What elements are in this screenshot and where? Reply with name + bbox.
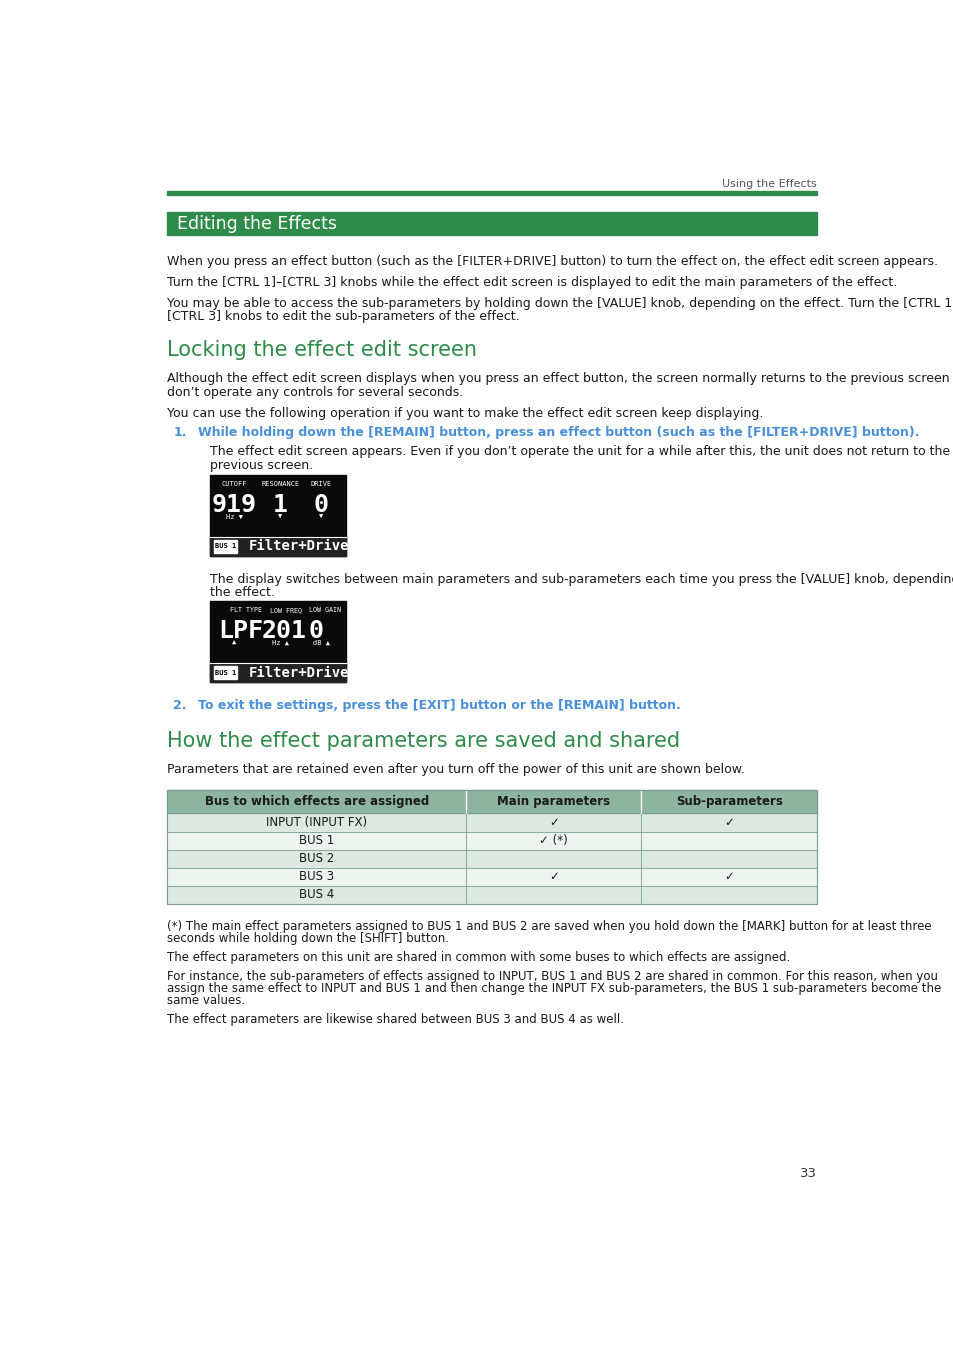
Text: LOW FREQ: LOW FREQ xyxy=(270,608,301,613)
Text: ✓: ✓ xyxy=(723,871,733,883)
Text: INPUT (INPUT FX): INPUT (INPUT FX) xyxy=(266,815,367,829)
Text: Although the effect edit screen displays when you press an effect button, the sc: Although the effect edit screen displays… xyxy=(167,373,953,385)
Text: ✓: ✓ xyxy=(548,871,558,883)
Text: Using the Effects: Using the Effects xyxy=(721,180,816,189)
Text: 1: 1 xyxy=(273,493,288,517)
Text: Hz ▲: Hz ▲ xyxy=(272,640,289,647)
Text: 0: 0 xyxy=(314,493,328,517)
Text: 1.: 1. xyxy=(173,425,187,439)
Bar xyxy=(167,790,816,905)
Text: The effect parameters on this unit are shared in common with some buses to which: The effect parameters on this unit are s… xyxy=(167,952,790,964)
Text: Locking the effect edit screen: Locking the effect edit screen xyxy=(167,340,476,360)
Text: ▼: ▼ xyxy=(278,514,282,520)
Bar xyxy=(167,886,816,904)
Bar xyxy=(167,832,816,849)
Text: BUS 3: BUS 3 xyxy=(299,871,334,883)
Bar xyxy=(167,212,816,235)
Bar xyxy=(210,663,345,682)
Text: The effect edit screen appears. Even if you don’t operate the unit for a while a: The effect edit screen appears. Even if … xyxy=(210,446,949,458)
Text: For instance, the sub-parameters of effects assigned to INPUT, BUS 1 and BUS 2 a: For instance, the sub-parameters of effe… xyxy=(167,971,938,983)
Text: You may be able to access the sub-parameters by holding down the [VALUE] knob, d: You may be able to access the sub-parame… xyxy=(167,297,953,310)
Text: Sub-parameters: Sub-parameters xyxy=(675,795,781,809)
Text: Filter+Drive: Filter+Drive xyxy=(249,666,349,679)
Text: When you press an effect button (such as the [FILTER+DRIVE] button) to turn the : When you press an effect button (such as… xyxy=(167,255,938,269)
Bar xyxy=(213,540,236,552)
Bar xyxy=(167,814,816,832)
Text: Main parameters: Main parameters xyxy=(497,795,610,809)
Text: don’t operate any controls for several seconds.: don’t operate any controls for several s… xyxy=(167,386,463,398)
Text: (*) The main effect parameters assigned to BUS 1 and BUS 2 are saved when you ho: (*) The main effect parameters assigned … xyxy=(167,921,931,933)
Text: FLT TYPE: FLT TYPE xyxy=(230,608,262,613)
Text: ▼: ▼ xyxy=(318,514,323,520)
Text: DRIVE: DRIVE xyxy=(310,481,332,487)
Text: BUS 2: BUS 2 xyxy=(298,852,334,865)
Text: Bus to which effects are assigned: Bus to which effects are assigned xyxy=(204,795,428,809)
Text: LOW GAIN: LOW GAIN xyxy=(309,608,340,613)
Text: RESONANCE: RESONANCE xyxy=(261,481,299,487)
Text: While holding down the [REMAIN] button, press an effect button (such as the [FIL: While holding down the [REMAIN] button, … xyxy=(198,425,919,439)
Text: BUS 1: BUS 1 xyxy=(214,544,235,549)
Text: ▲: ▲ xyxy=(232,640,236,647)
Text: 919: 919 xyxy=(212,493,256,517)
Text: dB ▲: dB ▲ xyxy=(313,640,330,647)
Bar xyxy=(167,790,816,814)
Text: Parameters that are retained even after you turn off the power of this unit are : Parameters that are retained even after … xyxy=(167,763,744,776)
Text: 201: 201 xyxy=(261,618,306,643)
Text: ✓ (*): ✓ (*) xyxy=(538,834,567,846)
Text: seconds while holding down the [SHIFT] button.: seconds while holding down the [SHIFT] b… xyxy=(167,931,449,945)
Bar xyxy=(210,475,345,556)
Bar xyxy=(213,667,236,679)
Text: 33: 33 xyxy=(799,1166,816,1180)
Text: LPF: LPF xyxy=(218,618,263,643)
Text: previous screen.: previous screen. xyxy=(210,459,313,471)
Text: 0: 0 xyxy=(309,618,324,643)
Text: ✓: ✓ xyxy=(548,815,558,829)
Text: the effect.: the effect. xyxy=(210,586,274,599)
Bar xyxy=(167,868,816,886)
Text: Editing the Effects: Editing the Effects xyxy=(176,215,336,232)
Text: [CTRL 3] knobs to edit the sub-parameters of the effect.: [CTRL 3] knobs to edit the sub-parameter… xyxy=(167,310,519,324)
Text: You can use the following operation if you want to make the effect edit screen k: You can use the following operation if y… xyxy=(167,406,762,420)
Text: 2.: 2. xyxy=(173,699,187,711)
Bar xyxy=(210,537,345,556)
Text: The display switches between main parameters and sub-parameters each time you pr: The display switches between main parame… xyxy=(210,572,953,586)
Text: Hz ▼: Hz ▼ xyxy=(226,514,243,520)
Text: Turn the [CTRL 1]–[CTRL 3] knobs while the effect edit screen is displayed to ed: Turn the [CTRL 1]–[CTRL 3] knobs while t… xyxy=(167,275,897,289)
Text: CUTOFF: CUTOFF xyxy=(221,481,247,487)
Text: BUS 1: BUS 1 xyxy=(298,834,334,846)
Bar xyxy=(167,190,816,194)
Bar xyxy=(210,601,345,682)
Text: BUS 4: BUS 4 xyxy=(298,888,334,902)
Text: To exit the settings, press the [EXIT] button or the [REMAIN] button.: To exit the settings, press the [EXIT] b… xyxy=(198,699,680,711)
Text: How the effect parameters are saved and shared: How the effect parameters are saved and … xyxy=(167,732,679,751)
Text: same values.: same values. xyxy=(167,994,245,1007)
Text: ✓: ✓ xyxy=(723,815,733,829)
Bar xyxy=(167,849,816,868)
Text: assign the same effect to INPUT and BUS 1 and then change the INPUT FX sub-param: assign the same effect to INPUT and BUS … xyxy=(167,983,941,995)
Text: The effect parameters are likewise shared between BUS 3 and BUS 4 as well.: The effect parameters are likewise share… xyxy=(167,1012,623,1026)
Text: Filter+Drive: Filter+Drive xyxy=(249,540,349,553)
Text: BUS 1: BUS 1 xyxy=(214,670,235,675)
